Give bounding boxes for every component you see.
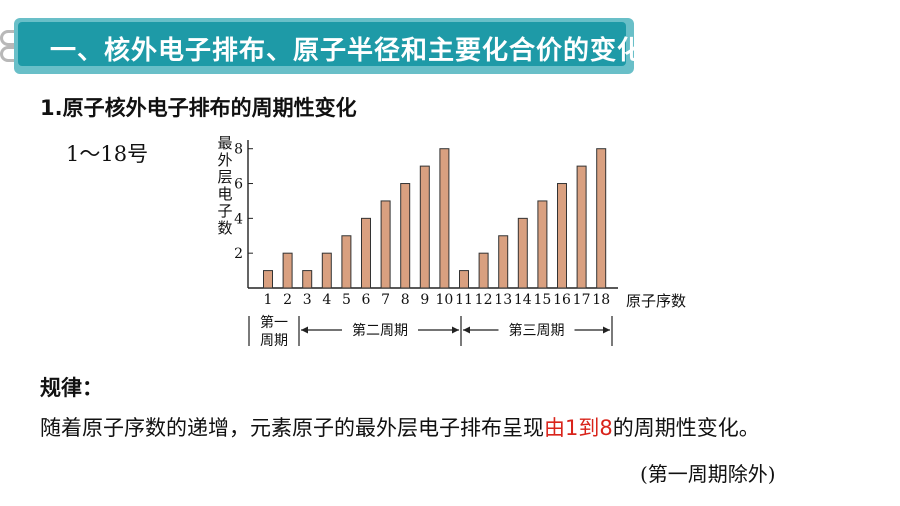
bar (419, 165, 430, 289)
period-3-arrowhead-left (463, 326, 470, 334)
period-2-arrowhead-left (301, 326, 308, 334)
rule-highlight: 由1到8 (544, 416, 613, 440)
x-tick-label: 7 (381, 292, 390, 308)
bar (537, 200, 548, 289)
rule-label: 规律： (40, 376, 103, 400)
x-tick-label: 5 (342, 292, 351, 308)
period-3-label: 第三周期 (509, 322, 565, 339)
title-banner: 一、核外电子排布、原子半径和主要化合价的变化 (14, 18, 643, 74)
bar (478, 252, 489, 289)
bar (596, 148, 607, 289)
bar (557, 183, 567, 289)
x-tick-label: 11 (455, 292, 473, 308)
bar (302, 270, 313, 289)
x-tick-label: 1 (264, 292, 273, 308)
y-axis-label-char: 层 (217, 168, 232, 186)
y-tick-label: 8 (234, 142, 243, 158)
bar (341, 235, 352, 289)
rule-text-before: 随着原子序数的递增，元素原子的最外层电子排布呈现 (40, 416, 544, 440)
bar (321, 252, 332, 289)
rule-text: 随着原子序数的递增，元素原子的最外层电子排布呈现由1到8的周期性变化。 (40, 412, 760, 442)
bar (517, 217, 528, 289)
period-label-1-top: 第一 (260, 314, 288, 331)
y-axis-label-char: 子 (217, 202, 232, 220)
y-axis-label-char: 数 (217, 219, 232, 237)
y-tick-label: 4 (234, 211, 243, 227)
x-tick-label: 8 (401, 292, 410, 308)
x-axis-label: 原子序数 (626, 292, 686, 310)
period-label-1-bottom: 周期 (260, 333, 288, 349)
bar (263, 270, 273, 289)
x-tick-label: 18 (592, 292, 610, 308)
x-tick-label: 3 (303, 292, 312, 308)
rule-note: (第一周期除外) (640, 462, 776, 486)
title-banner-inner (18, 22, 626, 66)
y-axis-label-char: 最 (217, 134, 232, 152)
slide-title: 一、核外电子排布、原子半径和主要化合价的变化 (50, 36, 645, 66)
x-tick-label: 16 (553, 292, 571, 308)
x-tick-label: 10 (435, 292, 453, 308)
y-axis-label-char: 电 (217, 185, 232, 203)
bar (400, 183, 411, 289)
rule-text-after: 的周期性变化。 (612, 416, 760, 440)
y-tick-label: 6 (234, 177, 243, 193)
bar (459, 270, 469, 289)
bar (576, 165, 587, 289)
x-tick-label: 4 (322, 292, 331, 308)
x-tick-label: 13 (494, 292, 512, 308)
x-tick-label: 2 (283, 292, 292, 308)
section-subtitle: 1.原子核外电子排布的周期性变化 (40, 96, 357, 120)
period-2-arrowhead-right (452, 326, 459, 334)
period-2-label: 第二周期 (352, 322, 408, 339)
x-tick-label: 17 (573, 292, 591, 308)
bar (282, 252, 293, 289)
x-tick-label: 14 (514, 292, 532, 308)
x-tick-label: 15 (533, 292, 551, 308)
y-axis-label-char: 外 (217, 151, 232, 169)
y-tick-label: 2 (234, 246, 243, 262)
bar (498, 235, 509, 289)
x-tick-label: 12 (475, 292, 493, 308)
x-tick-label: 9 (420, 292, 429, 308)
bar (380, 200, 391, 289)
element-range: 1～18号 (66, 142, 149, 166)
bar (439, 148, 450, 289)
period-3-arrowhead-right (603, 326, 610, 334)
bar (361, 217, 371, 289)
x-tick-label: 6 (362, 292, 371, 308)
